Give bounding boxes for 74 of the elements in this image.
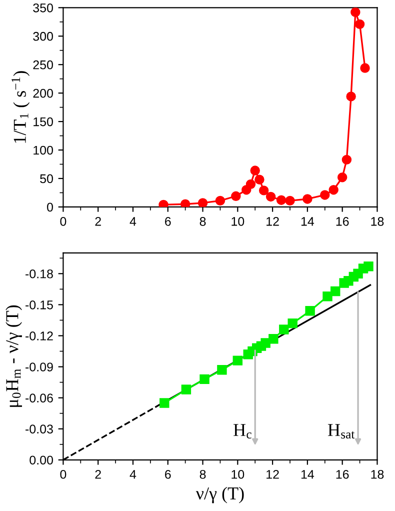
point — [254, 174, 264, 184]
y-axis-title: μ$_{0}$H$_{m}$ - ν/γ (T) — [6, 305, 22, 407]
x-tick-label: 0 — [60, 470, 66, 479]
annotation: H$_{c}$ — [234, 424, 252, 439]
point — [350, 8, 360, 18]
x-tick-label: 12 — [266, 217, 279, 226]
y-tick-label: 0.00 — [30, 456, 53, 465]
x-tick-label: 0 — [60, 217, 66, 226]
y-tick-label: -0.03 — [26, 424, 53, 434]
point — [266, 192, 276, 202]
x-tick-label: 8 — [200, 217, 206, 226]
point — [180, 199, 190, 207]
y-tick-label: -0.09 — [26, 362, 53, 372]
point — [160, 398, 170, 408]
point — [322, 292, 332, 302]
point — [302, 194, 312, 204]
x-tick-label: 16 — [336, 217, 349, 226]
point — [231, 191, 241, 201]
point — [285, 196, 295, 206]
point — [258, 186, 269, 196]
x-tick-label: 18 — [371, 217, 384, 226]
y-tick-label: 100 — [34, 146, 53, 155]
point — [198, 198, 208, 207]
y-tick-label: -0.06 — [26, 394, 53, 402]
y-tick-label: 50 — [40, 174, 53, 184]
y-tick-label: 350 — [33, 3, 53, 12]
y-tick-label: 150 — [34, 117, 53, 126]
y-axis-title: 1/T$_{1}$ ( s$^{−1}$) — [12, 71, 30, 143]
x-tick-label: 12 — [266, 470, 279, 479]
point — [158, 200, 168, 207]
x-tick-label: 10 — [232, 217, 244, 226]
point — [200, 374, 210, 384]
point — [276, 195, 286, 205]
point — [279, 324, 289, 334]
y-tick-label: 0 — [47, 202, 53, 212]
x-tick-label: 8 — [200, 470, 206, 479]
y-tick-label: -0.12 — [26, 332, 53, 340]
point — [288, 318, 298, 328]
point — [250, 166, 260, 176]
x-tick-label: 14 — [301, 217, 314, 226]
point — [260, 338, 270, 348]
point — [346, 92, 356, 102]
point — [268, 334, 278, 344]
point — [246, 179, 256, 190]
y-tick-label: -0.15 — [26, 300, 53, 310]
point — [305, 306, 315, 316]
x-tick-label: 14 — [301, 470, 314, 479]
x-tick-label: 6 — [165, 217, 171, 226]
x-tick-label: 2 — [95, 470, 101, 479]
y-tick-label: -0.18 — [26, 269, 53, 278]
y-tick-label: 300 — [33, 32, 53, 41]
point — [364, 262, 374, 272]
point — [217, 365, 227, 375]
point — [330, 286, 340, 296]
x-tick-label: 10 — [232, 470, 244, 479]
x-tick-label: 4 — [130, 217, 136, 226]
x-tick-label: 6 — [165, 470, 171, 479]
point — [328, 185, 338, 195]
x-axis-title: ν/γ (T) — [196, 486, 244, 504]
x-tick-label: 4 — [130, 470, 136, 479]
point — [181, 384, 192, 394]
x-tick-label: 2 — [95, 217, 101, 226]
point — [354, 19, 365, 30]
y-tick-label: 200 — [33, 88, 53, 98]
annotation: H$_{sat}$ — [328, 424, 355, 439]
point — [360, 63, 370, 73]
point — [215, 196, 226, 206]
y-tick-label: 250 — [33, 60, 53, 70]
point — [337, 172, 348, 182]
x-tick-label: 18 — [371, 470, 384, 479]
point — [320, 190, 330, 200]
x-tick-label: 16 — [336, 470, 349, 479]
point — [232, 356, 243, 366]
point — [342, 154, 352, 165]
